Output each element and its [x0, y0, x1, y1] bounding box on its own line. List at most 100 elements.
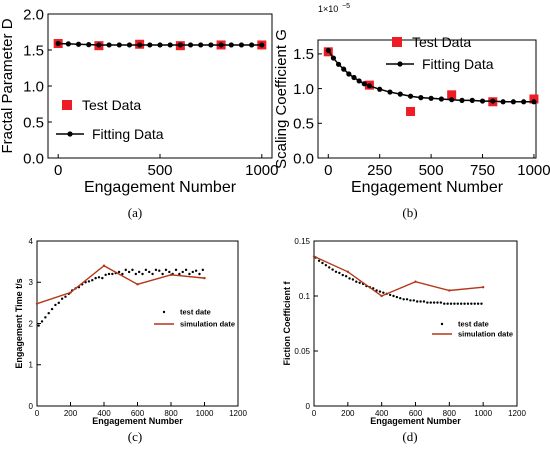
x-tick-label: 1000 [245, 162, 278, 179]
y-tick-label: 0 [29, 402, 34, 411]
data-point-dot [228, 42, 234, 48]
data-point-dot [40, 320, 44, 323]
data-point-dot [378, 290, 382, 293]
data-point-dot [126, 42, 133, 48]
legend-label: Test Data [412, 34, 471, 50]
data-point-dot [101, 276, 104, 280]
data-point-dot [106, 42, 112, 48]
chart-panel-3: 0 200 400 600 800 1000 1200 0 1 2 3 4 Engagement Num… [14, 237, 247, 444]
data-point-dot [151, 272, 154, 276]
data-point-dot [351, 278, 355, 281]
legend: test date simulation date [154, 308, 235, 329]
data-point-dot [178, 272, 181, 276]
data-point-dot [47, 311, 50, 315]
data-point-dot [429, 301, 432, 304]
data-point-dot [65, 41, 71, 47]
x-tick-label: 600 [131, 409, 145, 418]
data-point-dot [415, 300, 419, 303]
data-point-dot [346, 71, 352, 77]
y-tick-label: 3 [29, 278, 34, 287]
data-point-dot [111, 272, 114, 276]
data-point-dot [470, 302, 473, 305]
data-point-dot [356, 78, 362, 84]
data-point-vertex [414, 280, 417, 283]
data-point-dot [208, 42, 214, 48]
data-point-dot [148, 270, 151, 274]
x-tick-label: 1000 [517, 162, 550, 179]
data-point-dot [187, 42, 194, 48]
legend-symbol-dot [440, 322, 444, 326]
data-point-dot [480, 302, 483, 305]
data-point-dot [466, 302, 470, 305]
y-tick-label: 0.0 [23, 150, 44, 167]
data-point-dot [107, 272, 111, 276]
data-point-dot [50, 307, 54, 311]
data-point-dot [330, 55, 337, 61]
y-tick-label: 0.05 [294, 347, 310, 356]
panel-caption: (c) [128, 429, 142, 444]
y-tick-label: 1.5 [293, 46, 314, 63]
data-point-vertex [312, 255, 316, 258]
data-point-square [406, 106, 416, 116]
data-point-dot [167, 42, 173, 48]
y-tick-label: 0 [306, 402, 311, 411]
chart-panel-4: 0 200 400 600 800 1000 1200 0 0.05 0.1 0.15 Engagem… [282, 237, 526, 444]
panel-caption: (d) [402, 429, 417, 444]
x-tick-label: 500 [147, 162, 172, 179]
data-point-dot [116, 42, 122, 48]
y-tick-label: 0.5 [23, 114, 44, 131]
data-point-dot [405, 298, 409, 301]
data-point-dot [194, 269, 198, 272]
legend-symbol-dot [397, 61, 403, 67]
data-point-dot [418, 95, 424, 101]
data-point-dot [154, 268, 158, 272]
chart-panel-2: 0 250 500 750 1000 0.0 0.5 1.0 1.5 Engagement Num… [273, 3, 550, 220]
data-point-dot [399, 297, 402, 300]
y-tick-label: 1.5 [23, 42, 44, 59]
series-2 [312, 255, 485, 298]
data-point-dot [446, 302, 449, 305]
data-point-dot [91, 278, 94, 282]
y-axis-label: Engagement Time t/s [14, 278, 24, 368]
y-tick-label: 0.15 [294, 237, 310, 246]
data-point-dot [37, 324, 40, 327]
data-point-dot [402, 298, 405, 301]
x-tick-label: 1200 [229, 409, 247, 418]
data-point-dot [191, 270, 194, 274]
y-tick-label: 2 [29, 319, 34, 328]
data-point-dot [317, 259, 321, 262]
data-point-dot [338, 271, 341, 275]
data-point-dot [510, 99, 516, 105]
data-point-dot [60, 297, 64, 300]
data-point-dot [348, 277, 351, 280]
data-point-dot [521, 99, 527, 105]
legend-symbol-square [392, 37, 402, 47]
data-point-square [447, 90, 457, 100]
x-tick-label: 750 [470, 162, 495, 179]
y-tick-label: 0.0 [293, 150, 314, 167]
data-point-dot [335, 61, 342, 67]
data-point-dot [324, 264, 328, 267]
legend-symbol-dot [67, 131, 73, 137]
data-point-dot [157, 42, 163, 48]
data-point-dot [426, 301, 429, 304]
data-point-dot [377, 86, 383, 92]
data-point-dot [137, 270, 141, 274]
legend-label: simulation date [458, 330, 513, 339]
series-1 [314, 256, 483, 305]
y-tick-label: 0.1 [299, 292, 311, 301]
data-point-dot [479, 98, 486, 104]
data-point-vertex [136, 283, 139, 286]
data-point-dot [341, 66, 347, 72]
data-point-dot [355, 280, 358, 283]
legend-label: test date [180, 308, 211, 317]
data-point-dot [164, 268, 168, 272]
series-2 [325, 47, 537, 105]
data-point-vertex [346, 270, 350, 273]
data-point-dot [392, 294, 395, 298]
series-2 [55, 40, 265, 48]
x-tick-label: 0 [312, 409, 317, 418]
data-point-dot [366, 83, 373, 89]
data-point-dot [121, 272, 124, 276]
chart-panel-1: 0 500 1000 0.0 0.5 1.0 1.5 2.0 Engagement Number… [0, 6, 279, 220]
